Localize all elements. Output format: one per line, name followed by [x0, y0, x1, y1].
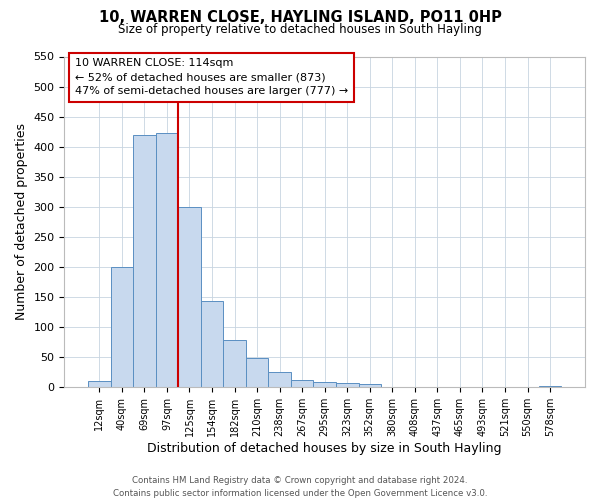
Bar — [223, 340, 246, 388]
Bar — [359, 384, 381, 388]
Bar — [336, 382, 359, 388]
X-axis label: Distribution of detached houses by size in South Hayling: Distribution of detached houses by size … — [148, 442, 502, 455]
Bar — [133, 134, 155, 388]
Bar — [381, 386, 404, 388]
Text: 10, WARREN CLOSE, HAYLING ISLAND, PO11 0HP: 10, WARREN CLOSE, HAYLING ISLAND, PO11 0… — [98, 10, 502, 25]
Text: Contains HM Land Registry data © Crown copyright and database right 2024.
Contai: Contains HM Land Registry data © Crown c… — [113, 476, 487, 498]
Y-axis label: Number of detached properties: Number of detached properties — [15, 124, 28, 320]
Text: Size of property relative to detached houses in South Hayling: Size of property relative to detached ho… — [118, 22, 482, 36]
Bar — [155, 133, 178, 388]
Bar — [539, 386, 562, 388]
Bar — [201, 302, 223, 388]
Bar — [110, 267, 133, 388]
Bar — [178, 207, 201, 388]
Bar — [313, 382, 336, 388]
Bar — [246, 358, 268, 388]
Bar — [268, 372, 291, 388]
Bar — [88, 382, 110, 388]
Bar — [291, 380, 313, 388]
Text: 10 WARREN CLOSE: 114sqm
← 52% of detached houses are smaller (873)
47% of semi-d: 10 WARREN CLOSE: 114sqm ← 52% of detache… — [75, 58, 348, 96]
